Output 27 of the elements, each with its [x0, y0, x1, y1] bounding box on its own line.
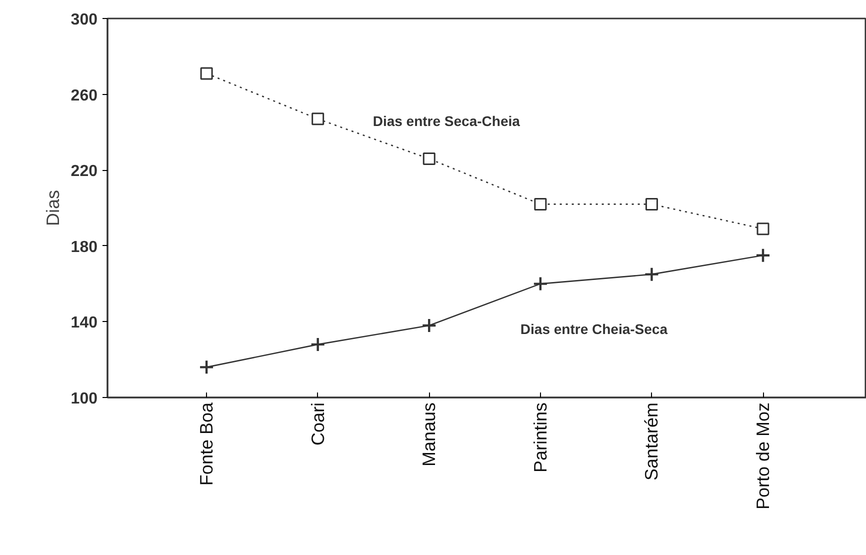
point: [645, 198, 658, 210]
y-tick-label: 220: [70, 163, 98, 180]
point: [534, 198, 547, 210]
y-tick-label: 100: [70, 390, 98, 408]
y-tick-label: 180: [70, 238, 98, 256]
x-tick-label: Porto de Moz: [753, 402, 773, 510]
x-tick-label: Fonte Boa: [196, 402, 217, 486]
y-tick-label: 140: [70, 314, 98, 332]
point: [755, 248, 771, 263]
y-tick-label: 300: [70, 12, 98, 28]
x-tick-label: Parintins: [530, 402, 550, 473]
x-tick-label: Manaus: [419, 402, 440, 467]
point: [756, 222, 770, 236]
point: [644, 266, 660, 282]
x-tick-label: Santarém: [642, 402, 662, 481]
point: [198, 360, 214, 375]
point: [422, 152, 436, 165]
point: [310, 336, 326, 352]
y-tick-label: 260: [70, 87, 98, 104]
point: [422, 318, 437, 334]
series-label: Dias entre Cheia-Seca: [520, 320, 668, 337]
series-label: Dias entre Seca-Cheia: [372, 112, 520, 129]
point: [200, 67, 213, 80]
point: [532, 276, 548, 292]
point: [312, 112, 324, 126]
x-tick-label: Coari: [308, 402, 328, 446]
y-axis-title: Dias: [42, 190, 63, 226]
